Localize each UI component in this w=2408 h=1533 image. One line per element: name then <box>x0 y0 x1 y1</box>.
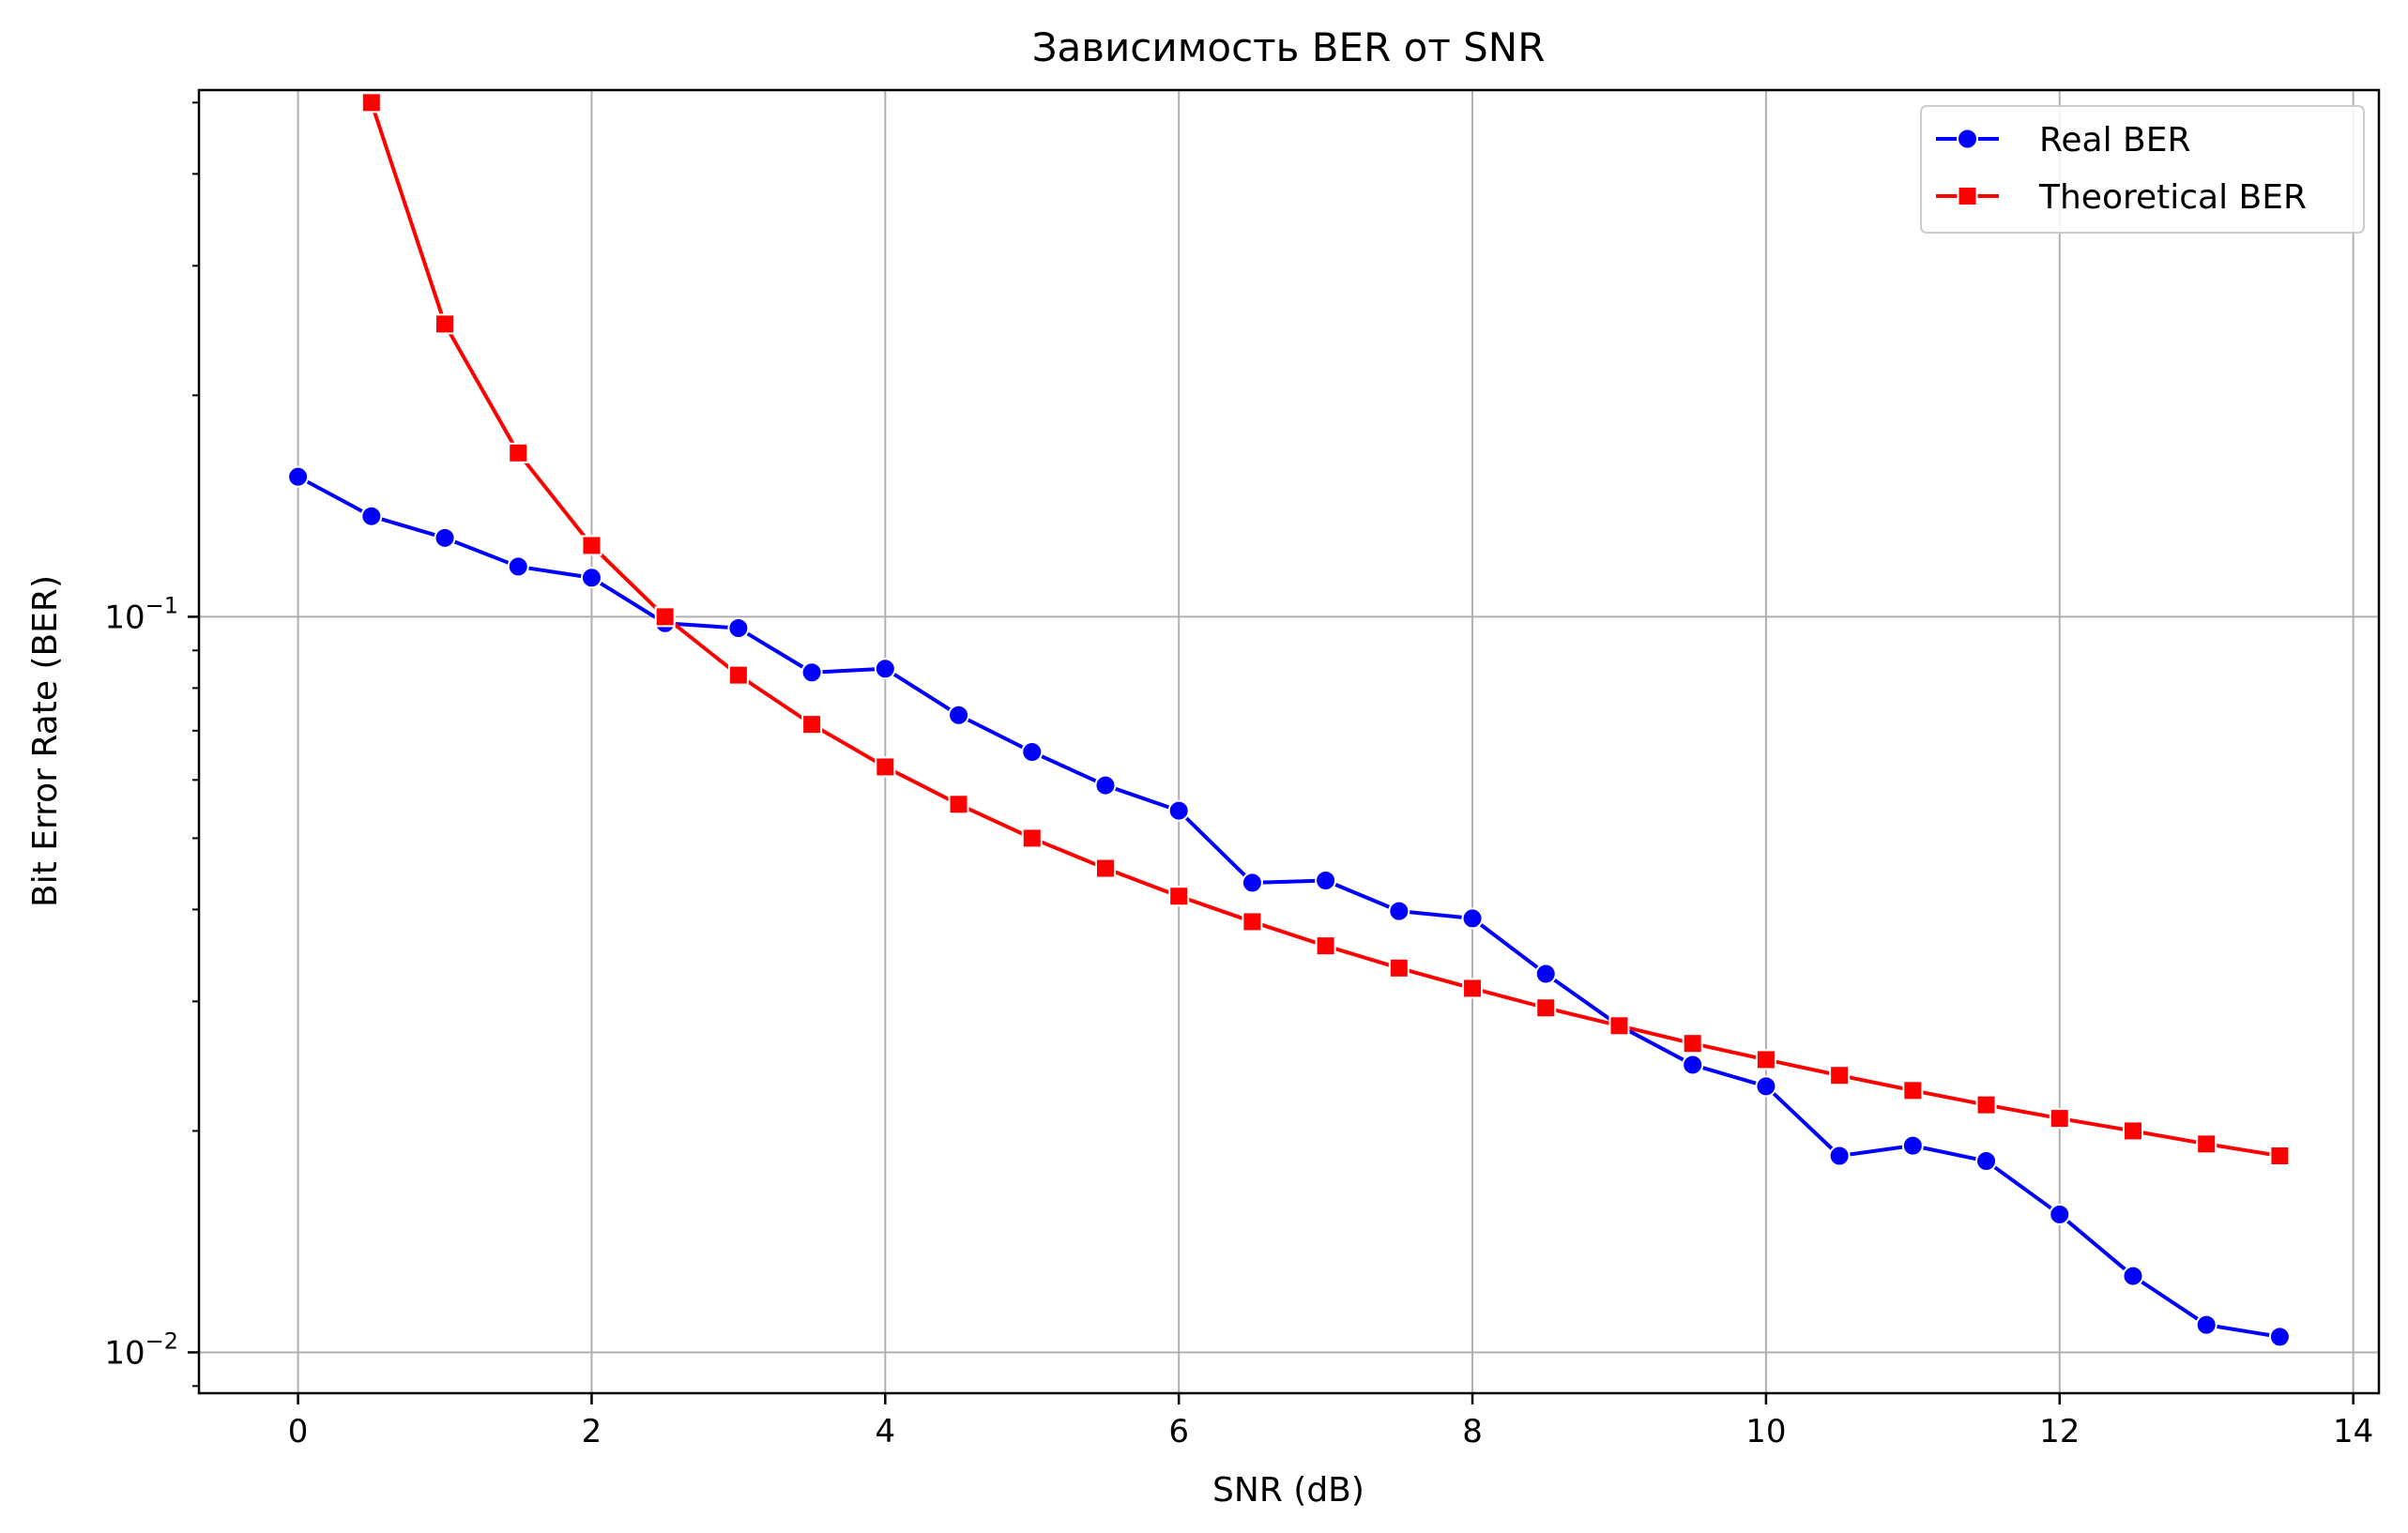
data-point-real-ber <box>2268 1326 2291 1348</box>
data-point-theoretical-ber <box>1315 935 1336 957</box>
data-point-theoretical-ber <box>1094 858 1116 879</box>
data-point-theoretical-ber <box>2049 1108 2070 1130</box>
data-point-theoretical-ber <box>801 714 823 736</box>
data-point-real-ber <box>2122 1265 2144 1287</box>
data-point-theoretical-ber <box>1462 978 1484 999</box>
data-point-theoretical-ber <box>1682 1033 1703 1055</box>
x-tick-label: 8 <box>1462 1413 1483 1450</box>
x-tick-label: 0 <box>288 1413 309 1450</box>
data-point-theoretical-ber <box>1608 1015 1630 1037</box>
data-point-real-ber <box>1315 870 1337 892</box>
y-tick-label: 10−1 <box>104 592 178 636</box>
data-point-theoretical-ber <box>875 756 896 778</box>
legend-marker-real-ber <box>1957 128 1978 150</box>
data-point-theoretical-ber <box>1535 997 1557 1019</box>
data-point-theoretical-ber <box>1388 957 1410 979</box>
data-point-real-ber <box>1975 1150 1998 1173</box>
legend-label-real-ber: Real BER <box>2039 121 2191 159</box>
x-tick-label: 12 <box>2039 1413 2080 1450</box>
data-point-theoretical-ber <box>948 794 969 815</box>
x-tick-label: 2 <box>582 1413 602 1450</box>
plot-frame <box>197 88 2381 1395</box>
y-axis-label: Bit Error Rate (BER) <box>26 575 65 907</box>
data-point-real-ber <box>1241 872 1263 894</box>
legend-item-theoretical-ber: Theoretical BER <box>1936 178 2307 217</box>
data-point-real-ber <box>1534 963 1557 985</box>
data-point-real-ber <box>1021 740 1044 763</box>
data-point-theoretical-ber <box>2196 1133 2217 1155</box>
x-tick-label: 14 <box>2333 1413 2373 1450</box>
legend-label-theoretical-ber: Theoretical BER <box>2038 178 2307 217</box>
data-point-theoretical-ber <box>1021 827 1043 849</box>
data-point-real-ber <box>1094 774 1117 797</box>
data-point-real-ber <box>1901 1134 1924 1157</box>
data-point-real-ber <box>1167 799 1190 822</box>
data-point-real-ber <box>874 658 896 680</box>
axes-ticks: 0 2 4 6 8 10 12 14 10−1 10−2 <box>104 101 2373 1450</box>
data-point-theoretical-ber <box>434 313 456 335</box>
data-point-real-ber <box>1828 1145 1851 1167</box>
x-axis-label: SNR (dB) <box>1212 1471 1364 1510</box>
series-layer <box>287 92 2291 1348</box>
data-point-theoretical-ber <box>1975 1094 1997 1116</box>
data-point-theoretical-ber <box>2122 1120 2143 1142</box>
data-point-real-ber <box>1388 900 1410 922</box>
data-point-real-ber <box>507 555 529 578</box>
data-point-theoretical-ber <box>1755 1049 1776 1070</box>
series-real-ber <box>287 465 2291 1348</box>
series-theoretical-ber <box>360 92 2291 1166</box>
data-point-real-ber <box>2049 1203 2071 1225</box>
data-point-real-ber <box>2195 1313 2217 1336</box>
data-point-real-ber <box>580 567 602 589</box>
data-point-real-ber <box>360 505 383 527</box>
data-point-theoretical-ber <box>581 535 602 556</box>
legend-marker-theoretical-ber <box>1957 186 1978 206</box>
data-point-theoretical-ber <box>1829 1065 1851 1086</box>
data-point-theoretical-ber <box>1168 886 1190 907</box>
x-tick-label: 10 <box>1745 1413 1786 1450</box>
data-point-theoretical-ber <box>1242 911 1263 933</box>
data-point-real-ber <box>434 526 456 549</box>
data-point-real-ber <box>1461 907 1484 930</box>
data-point-theoretical-ber <box>654 606 676 628</box>
data-point-real-ber <box>1755 1075 1777 1098</box>
legend-item-real-ber: Real BER <box>1936 121 2191 159</box>
data-point-real-ber <box>1682 1054 1704 1076</box>
data-point-theoretical-ber <box>727 664 749 686</box>
series-line-real-ber <box>297 475 2280 1339</box>
data-point-real-ber <box>948 704 970 726</box>
x-tick-label: 4 <box>875 1413 895 1450</box>
y-tick-label: 10−2 <box>104 1328 178 1372</box>
legend: Real BER Theoretical BER <box>1920 105 2365 234</box>
data-point-real-ber <box>727 617 750 640</box>
data-point-real-ber <box>800 661 823 684</box>
data-point-theoretical-ber <box>2269 1145 2291 1166</box>
chart-title: Зависимость BER от SNR <box>1032 24 1546 70</box>
data-point-real-ber <box>287 465 310 488</box>
data-point-theoretical-ber <box>360 92 382 114</box>
x-tick-label: 6 <box>1168 1413 1189 1450</box>
data-point-theoretical-ber <box>508 442 529 463</box>
grid <box>199 90 2379 1393</box>
legend-box <box>1920 105 2365 234</box>
data-point-theoretical-ber <box>1902 1080 1924 1101</box>
